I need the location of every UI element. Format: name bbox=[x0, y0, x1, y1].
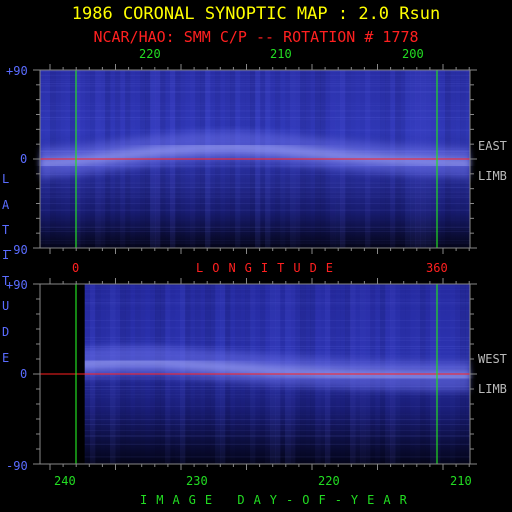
latitude-letter-6: U bbox=[2, 299, 10, 313]
west-limb-label: LIMB bbox=[478, 382, 507, 396]
east-limb-label: LIMB bbox=[478, 169, 507, 183]
top-axis-tick-210: 210 bbox=[270, 47, 292, 61]
latitude-letter-2: A bbox=[2, 198, 10, 212]
east-label: EAST bbox=[478, 139, 507, 153]
top-panel bbox=[33, 64, 477, 254]
latitude-letter-3: T bbox=[2, 223, 10, 237]
day-tick-240: 240 bbox=[54, 474, 76, 488]
latitude-letter-5: T bbox=[2, 274, 10, 288]
chart-title: 1986 CORONAL SYNOPTIC MAP : 2.0 Rsun bbox=[71, 4, 441, 24]
day-of-year-axis-label: IMAGE DAY-OF-YEAR bbox=[140, 493, 416, 507]
latitude-letter-4: I bbox=[2, 248, 10, 262]
top-ytick-0: 0 bbox=[20, 152, 28, 166]
latitude-letter-8: E bbox=[2, 351, 10, 365]
longitude-tick-0: 0 bbox=[72, 261, 80, 275]
day-tick-210: 210 bbox=[450, 474, 472, 488]
coronal-band bbox=[40, 131, 470, 178]
bottom-panel bbox=[32, 278, 477, 470]
top-axis-tick-200: 200 bbox=[402, 47, 424, 61]
latitude-letter-1: L bbox=[2, 172, 10, 186]
chart-subtitle: NCAR/HAO: SMM C/P -- ROTATION # 1778 bbox=[93, 28, 419, 46]
bottom-ytick-minus90: -90 bbox=[6, 459, 28, 473]
day-tick-230: 230 bbox=[186, 474, 208, 488]
coronal-band-core bbox=[39, 357, 470, 382]
top-ytick-minus90: -90 bbox=[6, 243, 28, 257]
longitude-axis-label: LONGITUDE bbox=[196, 261, 343, 275]
bottom-ytick-0: 0 bbox=[20, 367, 28, 381]
top-ytick-plus90: +90 bbox=[6, 64, 28, 78]
bottom-ytick-plus90: +90 bbox=[6, 278, 28, 292]
day-tick-220: 220 bbox=[318, 474, 340, 488]
top-axis-tick-220: 220 bbox=[139, 47, 161, 61]
latitude-letter-7: D bbox=[2, 325, 10, 339]
west-label: WEST bbox=[478, 352, 507, 366]
longitude-tick-360: 360 bbox=[426, 261, 448, 275]
coronal-band-core bbox=[39, 142, 471, 169]
